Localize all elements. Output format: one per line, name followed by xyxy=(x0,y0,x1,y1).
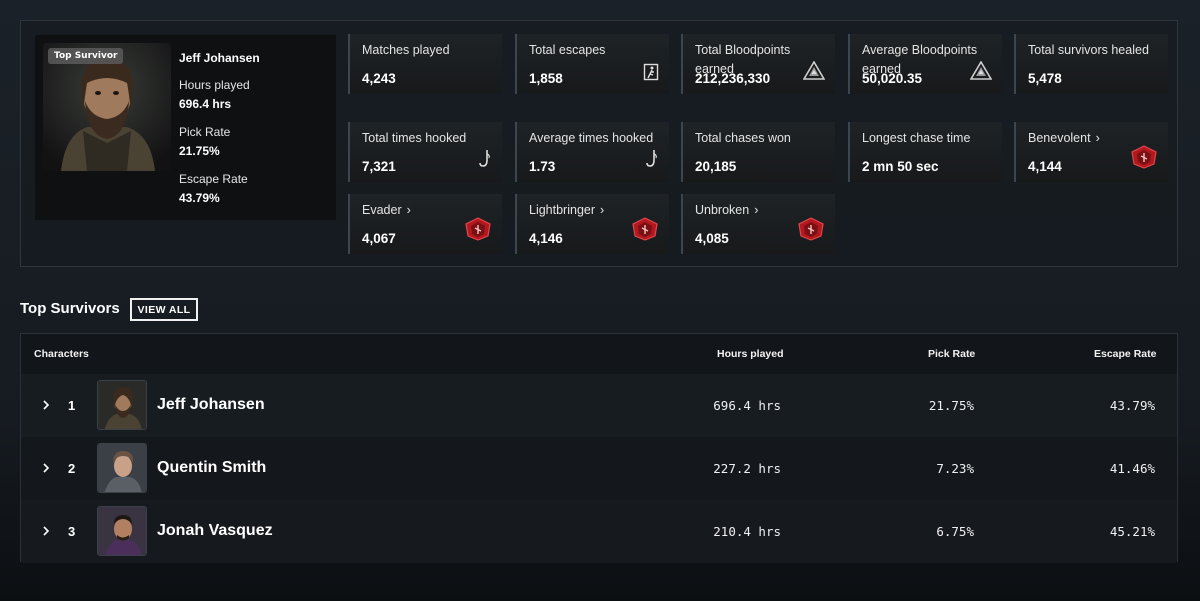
hook-icon xyxy=(478,149,492,174)
emblem-icon xyxy=(631,217,659,246)
top-survivor-tag: Top Survivor xyxy=(48,48,124,64)
stat-label: Average Bloodpoints earned xyxy=(862,43,978,76)
stat-card-total-survivors-healed: Total survivors healed 5,478 xyxy=(1014,34,1168,94)
view-all-button[interactable]: VIEW ALL xyxy=(130,298,198,321)
hours-played-cell: 696.4 hrs xyxy=(713,398,781,413)
stat-value: 5,478 xyxy=(1028,71,1062,86)
stat-label: Total times hooked xyxy=(362,131,467,145)
rank-number: 2 xyxy=(68,461,76,476)
stat-label: Benevolent › xyxy=(1028,131,1100,145)
pick-rate-value: 21.75% xyxy=(179,144,220,158)
column-header-escape-rate: Escape Rate xyxy=(1094,348,1157,360)
table-row[interactable]: 2 Quentin Smith 227.2 hrs 7.23% 41.46% xyxy=(21,437,1177,500)
stat-card-unbroken[interactable]: Unbroken › 4,085 xyxy=(681,194,835,254)
stat-value: 7,321 xyxy=(362,159,396,174)
emblem-icon xyxy=(1130,145,1158,174)
character-name: Jeff Johansen xyxy=(157,396,265,413)
stat-label: Matches played xyxy=(362,43,450,57)
stat-value: 1,858 xyxy=(529,71,563,86)
stat-label: Total chases won xyxy=(695,131,791,145)
stat-value: 1.73 xyxy=(529,159,556,174)
top-survivors-table: Characters Hours played Pick Rate Escape… xyxy=(20,333,1178,563)
chevron-right-icon: › xyxy=(1095,131,1100,145)
rank-number: 3 xyxy=(68,524,76,539)
emblem-icon xyxy=(464,217,492,246)
pick-rate-cell: 6.75% xyxy=(936,524,974,539)
hours-played-label: Hours played xyxy=(179,78,250,92)
chevron-right-icon: › xyxy=(754,203,759,217)
escape-rate-cell: 45.21% xyxy=(1109,524,1155,539)
stat-label: Evader › xyxy=(362,203,411,217)
pick-rate-cell: 21.75% xyxy=(928,398,974,413)
bloodpoints-icon xyxy=(969,60,993,86)
avatar xyxy=(97,380,147,430)
hours-played-cell: 227.2 hrs xyxy=(713,461,781,476)
stat-card-longest-chase-time: Longest chase time 2 mn 50 sec xyxy=(848,122,1002,182)
escape-rate-value: 43.79% xyxy=(179,191,220,205)
exit-door-icon xyxy=(643,63,659,86)
stat-card-evader[interactable]: Evader › 4,067 xyxy=(348,194,502,254)
stat-value: 4,146 xyxy=(529,231,563,246)
pick-rate-label: Pick Rate xyxy=(179,125,231,139)
stat-value: 2 mn 50 sec xyxy=(862,159,939,174)
stat-card-total-escapes: Total escapes 1,858 xyxy=(515,34,669,94)
stat-label: Total Bloodpoints earned xyxy=(695,43,791,76)
stat-value: 20,185 xyxy=(695,159,737,174)
stat-label: Longest chase time xyxy=(862,131,971,145)
expand-chevron-icon[interactable] xyxy=(41,398,51,416)
top-survivor-card: Top Survivor Jeff Johansen Hours played … xyxy=(35,35,336,220)
stat-value: 4,243 xyxy=(362,71,396,86)
stat-value: 4,144 xyxy=(1028,159,1062,174)
stat-label: Total escapes xyxy=(529,43,606,57)
table-row[interactable]: 1 Jeff Johansen 696.4 hrs 21.75% 43.79% xyxy=(21,374,1177,437)
stat-label: Unbroken › xyxy=(695,203,759,217)
chevron-right-icon: › xyxy=(406,203,411,217)
stat-card-matches-played: Matches played 4,243 xyxy=(348,34,502,94)
column-header-pick-rate: Pick Rate xyxy=(928,348,976,360)
stat-value: 50,020.35 xyxy=(862,71,923,86)
stat-card-total-bloodpoints-earned: Total Bloodpoints earned 212,236,330 xyxy=(681,34,835,94)
avatar xyxy=(97,443,147,493)
stat-card-average-bloodpoints-earned: Average Bloodpoints earned 50,020.35 xyxy=(848,34,1002,94)
character-name: Jonah Vasquez xyxy=(157,522,273,539)
column-header-characters: Characters xyxy=(34,348,89,360)
survivor-portrait: Top Survivor xyxy=(43,43,171,171)
stat-value: 4,067 xyxy=(362,231,396,246)
chevron-right-icon: › xyxy=(600,203,605,217)
hours-played-value: 696.4 hrs xyxy=(179,97,232,111)
expand-chevron-icon[interactable] xyxy=(41,524,51,542)
stat-card-benevolent[interactable]: Benevolent › 4,144 xyxy=(1014,122,1168,182)
stat-card-total-times-hooked: Total times hooked 7,321 xyxy=(348,122,502,182)
escape-rate-cell: 43.79% xyxy=(1109,398,1155,413)
pick-rate-cell: 7.23% xyxy=(936,461,974,476)
hook-icon xyxy=(645,149,659,174)
table-row[interactable]: 3 Jonah Vasquez 210.4 hrs 6.75% 45.21% xyxy=(21,500,1177,563)
emblem-icon xyxy=(797,217,825,246)
hero-name: Jeff Johansen xyxy=(179,51,260,65)
stat-value: 212,236,330 xyxy=(695,71,771,86)
bloodpoints-icon xyxy=(802,60,826,86)
character-name: Quentin Smith xyxy=(157,459,267,476)
column-header-hours: Hours played xyxy=(717,348,784,360)
section-title: Top Survivors xyxy=(20,300,120,317)
expand-chevron-icon[interactable] xyxy=(41,461,51,479)
stat-label: Total survivors healed xyxy=(1028,43,1149,57)
stat-label: Average times hooked xyxy=(529,131,654,145)
stat-label: Lightbringer › xyxy=(529,203,605,217)
escape-rate-label: Escape Rate xyxy=(179,172,248,186)
stat-card-total-chases-won: Total chases won 20,185 xyxy=(681,122,835,182)
stat-card-lightbringer[interactable]: Lightbringer › 4,146 xyxy=(515,194,669,254)
hours-played-cell: 210.4 hrs xyxy=(713,524,781,539)
stat-card-average-times-hooked: Average times hooked 1.73 xyxy=(515,122,669,182)
rank-number: 1 xyxy=(68,398,76,413)
stat-value: 4,085 xyxy=(695,231,729,246)
avatar xyxy=(97,506,147,556)
escape-rate-cell: 41.46% xyxy=(1109,461,1155,476)
